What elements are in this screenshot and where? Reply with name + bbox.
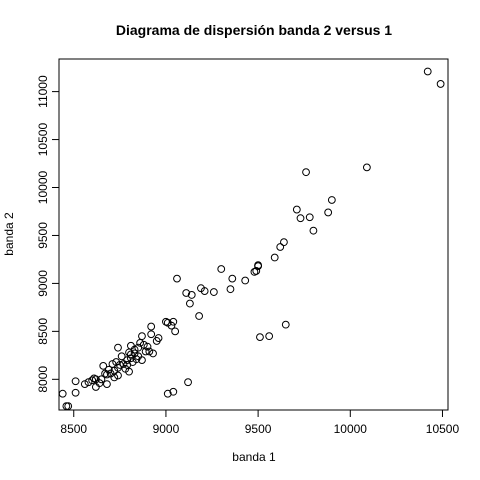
x-axis: 8500 9000 9500 10000 10500	[60, 410, 459, 436]
y-tick-label: 8000	[36, 366, 50, 393]
data-point	[242, 277, 249, 284]
x-axis-label: banda 1	[232, 450, 276, 464]
y-tick-label: 11000	[36, 75, 50, 108]
data-point	[196, 313, 203, 320]
data-point	[325, 209, 332, 216]
data-point	[424, 68, 431, 75]
data-point	[328, 197, 335, 204]
data-point	[174, 275, 181, 282]
x-tick-label: 8500	[60, 422, 87, 436]
data-point	[310, 227, 317, 234]
y-tick-label: 10500	[36, 123, 50, 157]
plot-frame	[59, 59, 448, 410]
data-point	[115, 344, 122, 351]
data-point	[277, 244, 284, 251]
data-point	[271, 254, 278, 261]
data-point	[281, 239, 288, 246]
data-point	[72, 378, 79, 385]
data-point	[72, 389, 79, 396]
data-point	[303, 169, 310, 176]
data-point	[92, 384, 99, 391]
data-points	[59, 68, 444, 409]
data-point	[306, 214, 313, 221]
y-axis: 8000 8500 9000 9500 10000 10500 11000	[36, 75, 59, 393]
x-tick-label: 10000	[334, 422, 368, 436]
data-point	[210, 289, 217, 296]
x-tick-label: 10500	[426, 422, 460, 436]
data-point	[128, 342, 135, 349]
data-point	[437, 81, 444, 88]
data-point	[59, 390, 66, 397]
x-tick-label: 9500	[245, 422, 272, 436]
data-point	[218, 266, 225, 273]
data-point	[172, 328, 179, 335]
y-tick-label: 8500	[36, 318, 50, 345]
data-point	[104, 381, 111, 388]
y-tick-label: 10000	[36, 171, 50, 205]
y-tick-label: 9500	[36, 222, 50, 249]
data-point	[266, 333, 273, 340]
data-point	[229, 275, 236, 282]
y-axis-label: banda 2	[2, 212, 16, 256]
data-point	[185, 379, 192, 386]
data-point	[186, 300, 193, 307]
data-point	[282, 321, 289, 328]
data-point	[293, 206, 300, 213]
chart-title: Diagrama de dispersión banda 2 versus 1	[116, 22, 392, 38]
x-tick-label: 9000	[153, 422, 180, 436]
y-tick-label: 9000	[36, 270, 50, 297]
data-point	[148, 331, 155, 338]
data-point	[257, 334, 264, 341]
data-point	[363, 164, 370, 171]
data-point	[148, 323, 155, 330]
data-point	[297, 215, 304, 222]
data-point	[227, 286, 234, 293]
data-point	[139, 333, 146, 340]
